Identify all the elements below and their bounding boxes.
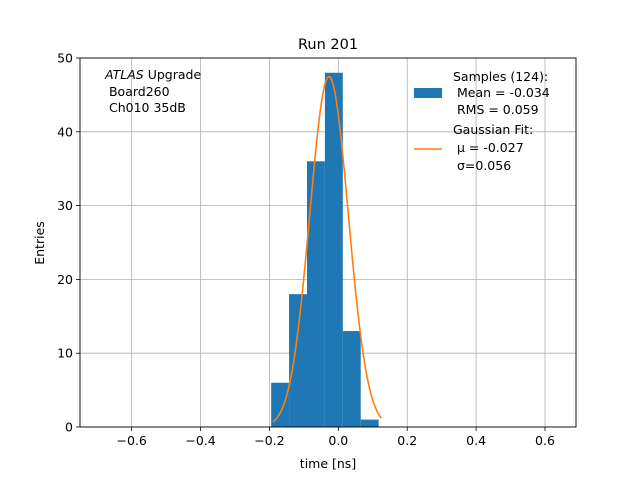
legend-samples-rms: RMS = 0.059 — [453, 102, 539, 117]
legend-samples-mean: Mean = -0.034 — [453, 85, 550, 100]
x-tick-label: 0.6 — [535, 433, 555, 448]
histogram-bar — [360, 419, 379, 427]
histogram-bars — [271, 72, 379, 427]
y-tick-label: 10 — [57, 346, 73, 361]
histogram-bar — [342, 331, 361, 427]
histogram-bar — [324, 72, 343, 427]
y-tick-label: 30 — [57, 198, 73, 213]
histogram-bar — [306, 161, 325, 427]
y-axis-label: Entries — [32, 221, 47, 265]
y-tick-label: 40 — [57, 124, 73, 139]
x-tick-label: 0.0 — [328, 433, 348, 448]
gaussian-fit-curve — [272, 75, 383, 423]
x-tick-label: −0.2 — [254, 433, 284, 448]
x-axis-label: time [ns] — [300, 456, 356, 471]
legend-swatch-samples — [414, 88, 442, 98]
annotation-atlas: ATLAS — [104, 67, 144, 82]
legend-fit-title: Gaussian Fit: — [453, 122, 533, 137]
annotation-line-2: Board260 — [105, 84, 170, 99]
histogram-bar — [289, 294, 307, 427]
legend-fit-mu: μ = -0.027 — [453, 140, 524, 155]
y-tick-label: 50 — [57, 51, 73, 66]
legend: Samples (124): Mean = -0.034 RMS = 0.059… — [414, 69, 550, 173]
chart-title: Run 201 — [298, 37, 358, 53]
y-tick-label: 20 — [57, 272, 73, 287]
x-tick-label: 0.2 — [397, 433, 417, 448]
legend-samples-title: Samples (124): — [453, 69, 548, 84]
x-tick-label: 0.4 — [466, 433, 486, 448]
legend-fit-sigma: σ=0.056 — [453, 158, 511, 173]
x-tick-label: −0.6 — [116, 433, 146, 448]
annotation-line-3: Ch010 35dB — [105, 100, 186, 115]
x-tick-label: −0.4 — [185, 433, 215, 448]
annotation-box: ATLAS Upgrade Board260 Ch010 35dB — [104, 67, 201, 115]
histogram-bar — [271, 382, 290, 427]
annotation-upgrade: Upgrade — [144, 67, 202, 82]
y-axis-ticks: 0 10 20 30 40 50 — [57, 51, 80, 435]
x-axis-ticks: −0.6 −0.4 −0.2 0.0 0.2 0.4 0.6 — [116, 427, 555, 448]
annotation-line-1: ATLAS Upgrade — [104, 67, 201, 82]
y-tick-label: 0 — [65, 420, 73, 435]
plot-frame — [79, 57, 577, 428]
